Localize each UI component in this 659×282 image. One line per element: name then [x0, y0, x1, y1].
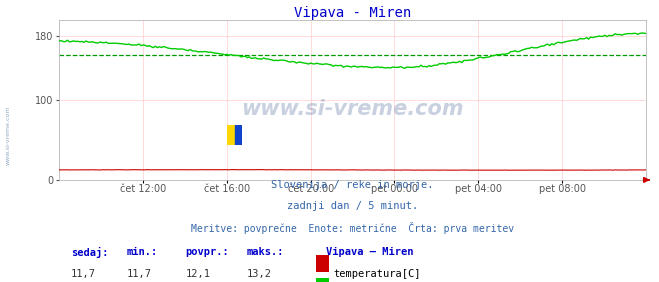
Text: 11,7: 11,7	[71, 269, 96, 279]
Text: www.si-vreme.com: www.si-vreme.com	[6, 106, 11, 165]
Text: min.:: min.:	[127, 247, 158, 257]
Text: www.si-vreme.com: www.si-vreme.com	[241, 99, 464, 119]
Text: povpr.:: povpr.:	[185, 247, 229, 257]
Text: temperatura[C]: temperatura[C]	[334, 269, 421, 279]
Bar	[316, 278, 329, 282]
Text: Meritve: povprečne  Enote: metrične  Črta: prva meritev: Meritve: povprečne Enote: metrične Črta:…	[191, 222, 514, 234]
Text: sedaj:: sedaj:	[71, 247, 109, 258]
Polygon shape	[227, 125, 235, 145]
Text: maks.:: maks.:	[247, 247, 285, 257]
Text: zadnji dan / 5 minut.: zadnji dan / 5 minut.	[287, 201, 418, 211]
Title: Vipava - Miren: Vipava - Miren	[294, 6, 411, 20]
Text: 12,1: 12,1	[185, 269, 210, 279]
Text: 11,7: 11,7	[127, 269, 152, 279]
Bar	[316, 255, 329, 272]
Text: Vipava – Miren: Vipava – Miren	[326, 247, 414, 257]
Polygon shape	[235, 125, 242, 145]
Text: Slovenija / reke in morje.: Slovenija / reke in morje.	[272, 180, 434, 190]
Text: 13,2: 13,2	[247, 269, 272, 279]
